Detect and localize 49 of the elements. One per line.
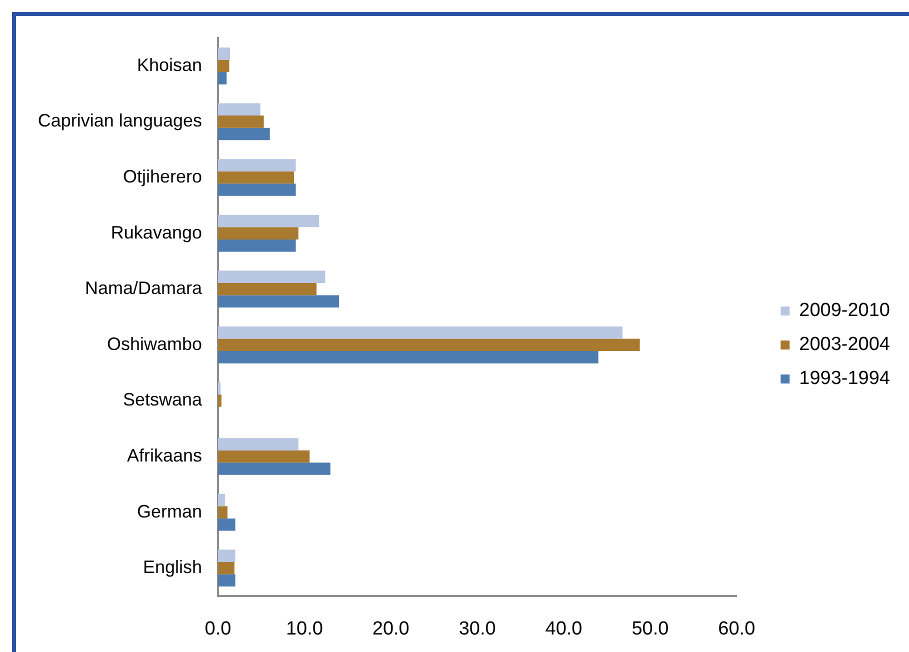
y-tick-label: German	[136, 501, 202, 522]
bar	[218, 438, 298, 450]
bar	[218, 326, 623, 339]
x-tick-label: 20.0	[372, 618, 410, 640]
x-tick-label: 40.0	[545, 618, 582, 640]
bar	[218, 103, 260, 116]
bar	[218, 295, 340, 308]
bar	[218, 574, 236, 587]
bar	[218, 562, 234, 574]
y-tick-label: Khoisan	[136, 54, 202, 75]
bar	[218, 227, 298, 240]
bar	[218, 550, 236, 562]
bar	[218, 394, 222, 407]
y-tick-label: English	[142, 557, 202, 578]
bar	[218, 518, 236, 531]
y-tick-label: Oshiwambo	[106, 334, 202, 354]
x-tick-label: 50.0	[632, 618, 669, 640]
bar	[218, 270, 326, 283]
bar	[218, 382, 221, 395]
y-tick-label: Nama/Damara	[84, 278, 203, 298]
y-tick-label: Otjiherero	[122, 166, 202, 186]
bar	[218, 338, 640, 352]
bar	[218, 239, 296, 252]
y-tick-label: Rukavango	[110, 222, 202, 242]
bar	[218, 159, 296, 172]
x-tick-label: 30.0	[458, 618, 496, 640]
bar	[218, 72, 227, 84]
bar	[218, 351, 598, 364]
bar	[218, 184, 296, 196]
y-tick-label: Afrikaans	[126, 445, 202, 466]
bar	[218, 282, 317, 296]
bar	[218, 214, 320, 228]
legend-label: 2009-2010	[799, 300, 890, 322]
bar	[218, 171, 294, 184]
bar	[218, 128, 270, 140]
bar	[218, 116, 264, 128]
legend-label: 1993-1994	[799, 368, 890, 390]
y-tick-label: Caprivian languages	[38, 110, 202, 131]
x-tick-label: 0.0	[204, 618, 232, 640]
y-tick-label: Setswana	[122, 390, 203, 410]
x-tick-label: 60.0	[718, 618, 756, 640]
legend-label: 2003-2004	[799, 334, 890, 356]
bar	[218, 462, 330, 475]
bar	[218, 450, 310, 463]
x-tick-label: 10.0	[286, 618, 323, 640]
bar	[218, 494, 225, 506]
bar	[218, 60, 230, 72]
bar	[218, 506, 228, 518]
bar	[218, 47, 230, 60]
